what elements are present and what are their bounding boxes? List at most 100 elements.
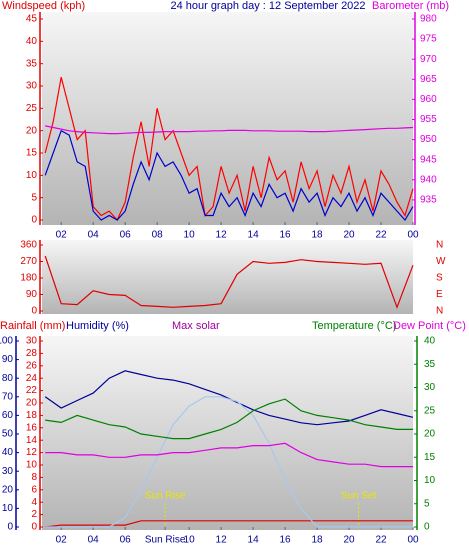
y-tick-label: 25 — [26, 103, 38, 114]
y-tick-label: 22 — [26, 385, 38, 396]
y-tick-label: 360 — [20, 240, 37, 251]
y-tick-label: 30 — [26, 81, 38, 92]
y-tick-label: 30 — [424, 382, 436, 393]
series-line — [45, 520, 413, 528]
y-tick-label: 90 — [26, 289, 38, 300]
y-tick-label: 40 — [2, 447, 14, 458]
y-tick-label: 80 — [2, 373, 14, 384]
y-tick-label: 60 — [2, 410, 14, 421]
x-tick-label: 08 — [152, 230, 164, 241]
y-tick-label: 6 — [31, 484, 37, 495]
y-tick-label: 970 — [420, 54, 437, 65]
annotation: Sun Rise — [145, 491, 186, 502]
y-tick-label: 0 — [31, 215, 37, 226]
x-tick-label: 18 — [311, 535, 323, 546]
x-tick-label: 06 — [120, 230, 132, 241]
x-tick-label: 12 — [216, 230, 228, 241]
y-tick-label: 2 — [31, 509, 37, 520]
y-tick-label: 0 — [31, 306, 37, 317]
y-tick-label: 4 — [31, 497, 37, 508]
y-tick-label: 28 — [26, 348, 38, 359]
y-tick-label: 0 — [424, 522, 430, 533]
y-tick-label: 965 — [420, 74, 437, 85]
y-tick-label: 10 — [424, 475, 436, 486]
y-tick-label: 10 — [26, 170, 38, 181]
series-line — [45, 396, 413, 528]
x-tick-label: 16 — [280, 535, 292, 546]
y-tick-label: 35 — [26, 58, 38, 69]
legend-label: Dew Point (°C) — [393, 320, 466, 332]
series-line — [44, 255, 414, 310]
series-line — [44, 76, 414, 222]
y-tick-label: 5 — [31, 192, 37, 203]
legend-label: Temperature (°C) — [312, 320, 396, 332]
y-tick-label: 25 — [424, 405, 436, 416]
y-tick-label: 180 — [20, 273, 37, 284]
y-tick-label: S — [436, 273, 443, 284]
panel-bg — [42, 240, 413, 314]
y-tick-label: 70 — [2, 391, 14, 402]
y-tick-label: 15 — [424, 452, 436, 463]
y-tick-label: W — [436, 256, 446, 267]
x-tick-label: 10 — [184, 535, 196, 546]
x-tick-label: 20 — [343, 535, 355, 546]
y-tick-label: 90 — [2, 354, 14, 365]
series-line — [45, 442, 413, 468]
y-tick-label: 950 — [420, 134, 437, 145]
x-tick-label: 00 — [407, 230, 419, 241]
x-tick-label: 18 — [311, 230, 323, 241]
x-tick-label: 04 — [88, 535, 100, 546]
y-tick-label: 940 — [420, 174, 437, 185]
x-tick-label: 22 — [375, 230, 387, 241]
y-tick-label: 40 — [26, 36, 38, 47]
x-tick-label: 14 — [248, 230, 260, 241]
y-tick-label: 10 — [2, 503, 14, 514]
annotation: Sun Set — [341, 491, 377, 502]
y-tick-label: 980 — [420, 14, 437, 25]
x-tick-label: 04 — [88, 230, 100, 241]
y-tick-label: 8 — [31, 472, 37, 483]
y-tick-label: E — [436, 289, 443, 300]
y-tick-label: 50 — [2, 429, 14, 440]
x-tick-label: Sun Rise — [145, 535, 186, 546]
x-tick-label: 14 — [248, 535, 260, 546]
y-tick-label: 20 — [26, 398, 38, 409]
y-tick-label: 945 — [420, 154, 437, 165]
x-tick-label: 02 — [56, 535, 68, 546]
y-tick-label: 35 — [424, 359, 436, 370]
y-tick-label: 18 — [26, 410, 38, 421]
legend-label: Humidity (%) — [66, 320, 129, 332]
y-tick-label: 960 — [420, 94, 437, 105]
y-tick-label: 20 — [26, 125, 38, 136]
legend-label: Max solar — [172, 320, 220, 332]
y-tick-label: 30 — [26, 336, 38, 347]
chart-title: 24 hour graph day : 12 September 2022 — [170, 0, 365, 12]
y-tick-label: 10 — [26, 460, 38, 471]
x-tick-label: 06 — [120, 535, 132, 546]
y-tick-label: 16 — [26, 422, 38, 433]
y-tick-label: 270 — [20, 256, 37, 267]
panel-bg — [42, 12, 413, 225]
y-tick-label: 26 — [26, 360, 38, 371]
y-tick-label: 20 — [424, 429, 436, 440]
y-tick-label: 30 — [2, 466, 14, 477]
y-tick-label: 12 — [26, 447, 38, 458]
y-tick-label: 975 — [420, 34, 437, 45]
y-tick-label: 100 — [0, 336, 13, 347]
y-tick-label: 20 — [2, 484, 14, 495]
y-tick-label: 15 — [26, 148, 38, 159]
x-tick-label: 10 — [184, 230, 196, 241]
y-tick-label: 935 — [420, 195, 437, 206]
y-tick-label: 0 — [7, 522, 13, 533]
y-tick-label: 24 — [26, 373, 38, 384]
x-tick-label: 00 — [407, 535, 419, 546]
y-tick-label: 0 — [31, 522, 37, 533]
x-tick-label: 20 — [343, 230, 355, 241]
series-line — [45, 398, 413, 440]
y-tick-label: 5 — [424, 498, 430, 509]
y-tick-label: N — [436, 240, 443, 251]
y-axis-label: Windspeed (kph) — [2, 0, 85, 12]
x-tick-label: 02 — [56, 230, 68, 241]
